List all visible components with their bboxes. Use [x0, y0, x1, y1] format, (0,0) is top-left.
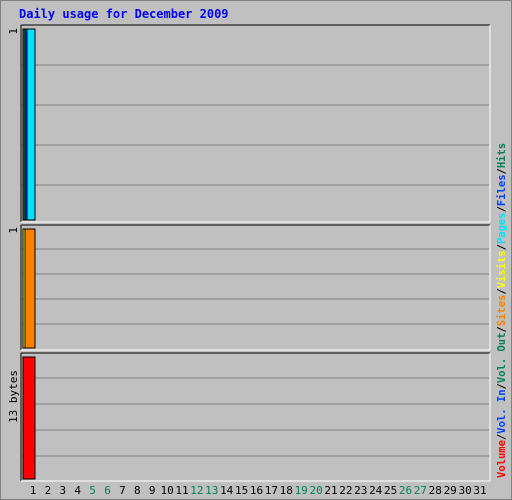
volume-bg	[21, 353, 490, 481]
x-tick-label-day-3: 3	[59, 484, 66, 497]
x-tick-label-day-24: 24	[369, 484, 383, 497]
legend-item-visits: Visits	[496, 250, 508, 288]
legend-item-vol--in: Vol. In	[496, 389, 508, 433]
legend-separator: /	[496, 326, 508, 332]
legend-separator: /	[496, 288, 508, 294]
x-tick-label-day-19: 19	[295, 484, 308, 497]
bar-pages-day-1	[26, 28, 36, 221]
x-tick-label-day-25: 25	[384, 484, 397, 497]
x-tick-label-day-20: 20	[309, 484, 322, 497]
x-tick-label-day-28: 28	[429, 484, 442, 497]
x-tick-label-day-27: 27	[414, 484, 427, 497]
legend-item-sites: Sites	[496, 295, 508, 327]
visits-sites-bg	[21, 225, 490, 350]
legend-item-vol--out: Vol. Out	[496, 333, 508, 384]
x-tick-label-day-13: 13	[205, 484, 218, 497]
legend-item-files: Files	[496, 174, 508, 206]
legend-item-hits: Hits	[496, 143, 508, 168]
legend-separator: /	[496, 383, 508, 389]
legend-separator: /	[496, 434, 508, 440]
legend: Volume/Vol. In/Vol. Out/Sites/Visits/Pag…	[496, 143, 508, 478]
x-tick-label-day-11: 11	[175, 484, 188, 497]
hits-files-pages-ymax-label: 1	[7, 28, 20, 35]
x-tick-label-day-15: 15	[235, 484, 248, 497]
legend-separator: /	[496, 168, 508, 174]
x-tick-label-day-8: 8	[134, 484, 141, 497]
x-tick-label-day-17: 17	[265, 484, 278, 497]
x-tick-label-day-26: 26	[399, 484, 412, 497]
x-tick-label-day-1: 1	[30, 484, 37, 497]
chart-title: Daily usage for December 2009	[19, 7, 229, 21]
x-tick-label-day-14: 14	[220, 484, 234, 497]
legend-item-pages: Pages	[496, 212, 508, 244]
x-tick-label-day-22: 22	[339, 484, 352, 497]
legend-separator: /	[496, 206, 508, 212]
bar-sites-day-1	[24, 228, 36, 349]
x-tick-label-day-29: 29	[444, 484, 457, 497]
x-tick-label-day-7: 7	[119, 484, 126, 497]
volume-ymax-label: 13 bytes	[7, 370, 20, 423]
visits-sites-ymax-label: 1	[7, 227, 20, 234]
x-tick-label-day-23: 23	[354, 484, 367, 497]
x-tick-label-day-6: 6	[104, 484, 111, 497]
legend-text: Volume/Vol. In/Vol. Out/Sites/Visits/Pag…	[496, 143, 508, 478]
x-tick-label-day-18: 18	[280, 484, 293, 497]
bar-volume-day-1	[22, 356, 36, 480]
x-tick-label-day-31: 31	[473, 484, 486, 497]
x-tick-label-day-12: 12	[190, 484, 203, 497]
x-tick-label-day-9: 9	[149, 484, 156, 497]
x-tick-label-day-16: 16	[250, 484, 263, 497]
x-tick-label-day-10: 10	[160, 484, 173, 497]
legend-separator: /	[496, 244, 508, 250]
x-tick-label-day-4: 4	[74, 484, 81, 497]
legend-item-volume: Volume	[496, 440, 508, 478]
x-tick-label-day-21: 21	[324, 484, 337, 497]
x-tick-label-day-5: 5	[89, 484, 96, 497]
hits-files-pages-bg	[21, 25, 490, 222]
x-tick-label-day-2: 2	[45, 484, 52, 497]
x-tick-label-day-30: 30	[458, 484, 471, 497]
